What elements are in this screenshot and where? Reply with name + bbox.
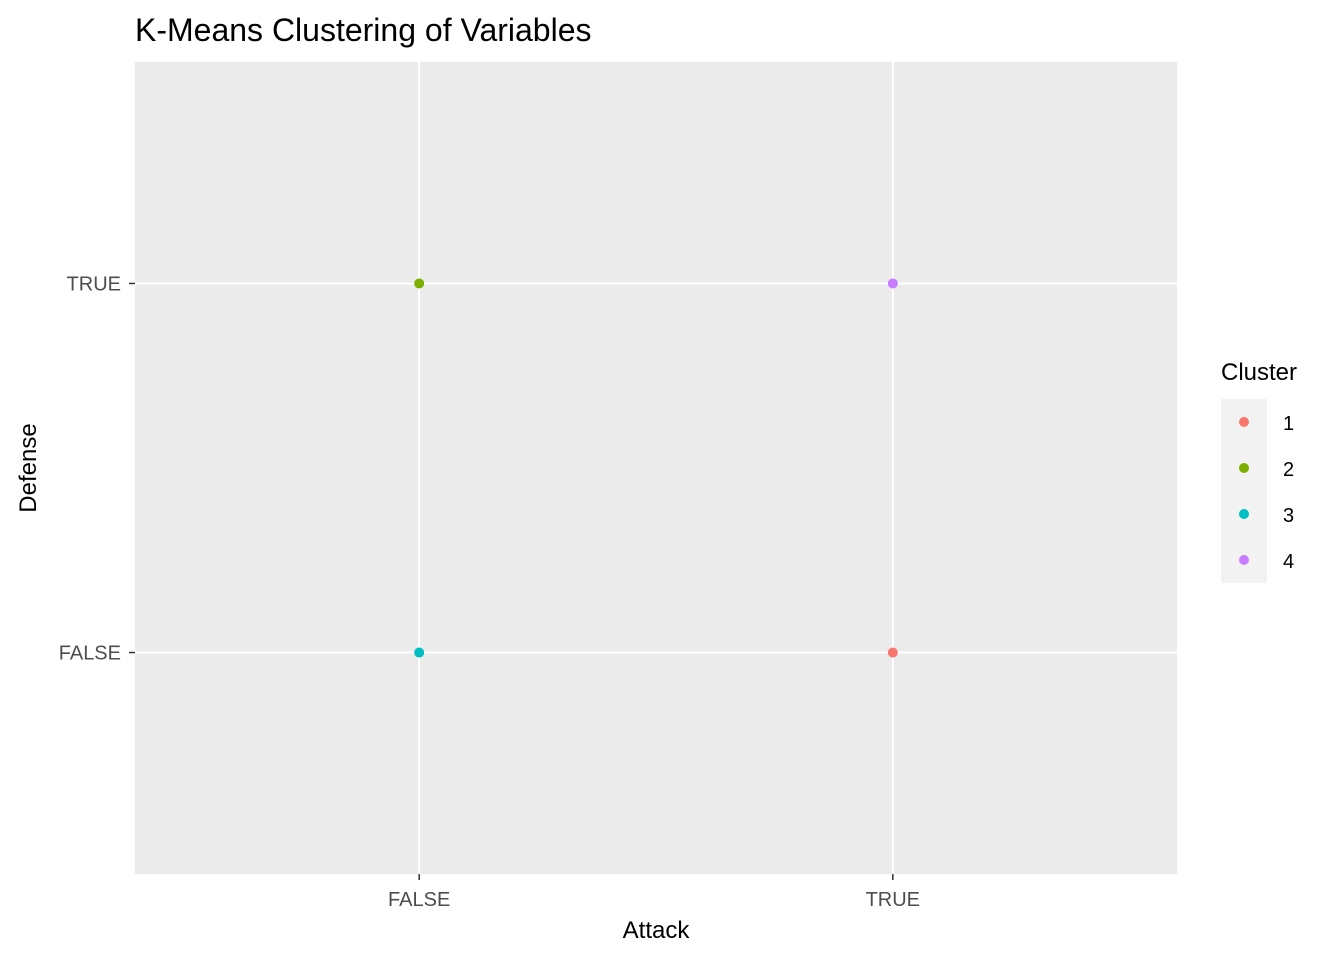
- legend-label-1: 1: [1283, 413, 1294, 435]
- y-tick-label: TRUE: [67, 273, 121, 295]
- data-point-cluster-4: [887, 278, 898, 289]
- legend-title: Cluster: [1221, 359, 1297, 386]
- legend-label-3: 3: [1283, 505, 1294, 527]
- data-points: [414, 278, 898, 658]
- legend-key-1: [1239, 417, 1249, 427]
- plot-panel: [135, 62, 1177, 874]
- data-point-cluster-3: [414, 647, 425, 658]
- y-axis-title: Defense: [15, 423, 42, 512]
- x-tick-label: TRUE: [866, 889, 920, 911]
- x-tick-labels: FALSE TRUE: [388, 889, 920, 911]
- legend-key-4: [1239, 555, 1249, 565]
- legend-key-3: [1239, 509, 1249, 519]
- data-point-cluster-2: [414, 278, 425, 289]
- y-tick-labels: FALSE TRUE: [59, 273, 121, 664]
- legend-label-2: 2: [1283, 459, 1294, 481]
- legend-key-2: [1239, 463, 1249, 473]
- legend-label-4: 4: [1283, 551, 1294, 573]
- x-axis-title: Attack: [623, 917, 691, 944]
- gridlines: [135, 62, 1177, 874]
- chart-title: K-Means Clustering of Variables: [135, 12, 592, 48]
- legend: Cluster 1 2 3 4: [1221, 359, 1297, 583]
- x-tick-label: FALSE: [388, 889, 450, 911]
- legend-key-background: [1221, 399, 1267, 583]
- axis-ticks: [129, 282, 894, 880]
- y-tick-label: FALSE: [59, 643, 121, 665]
- data-point-cluster-1: [887, 647, 898, 658]
